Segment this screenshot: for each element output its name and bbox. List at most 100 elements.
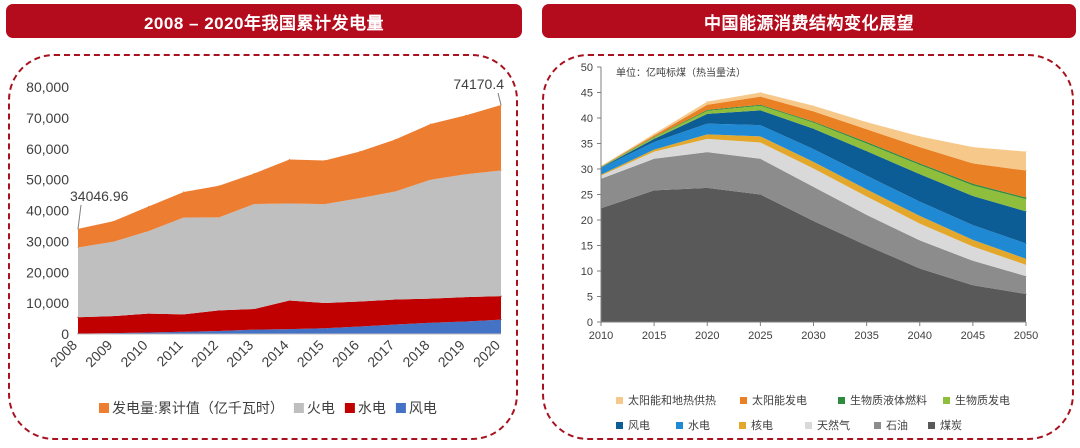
data-point-s3-2009 <box>112 220 114 222</box>
y-tick-label-5: 5 <box>587 292 593 304</box>
x-tick-label-2050: 2050 <box>1014 330 1038 342</box>
legend-label-x: 生物质液体燃料 <box>850 393 927 407</box>
legend-swatch <box>616 422 623 429</box>
y-tick-label-25: 25 <box>581 190 593 202</box>
unit-note: 单位：亿吨标煤（热当量法） <box>616 66 746 79</box>
energy-area-0 <box>601 187 1026 322</box>
energy-area-9 <box>601 92 1026 171</box>
x-tick-label-2014: 2014 <box>258 337 291 370</box>
legend-label-x: 天然气 <box>817 418 850 432</box>
legend-swatch <box>676 422 683 429</box>
y-tick-label: 50,000 <box>26 172 69 188</box>
energy-area-8 <box>601 96 1026 198</box>
legend-label-2: 水电 <box>358 400 386 416</box>
right-panel-frame <box>542 54 1074 440</box>
y-tick-label-40: 40 <box>581 113 593 125</box>
y-tick-label-30: 30 <box>581 164 593 176</box>
x-tick-label-2013: 2013 <box>223 337 256 370</box>
legend-label-x: 风电 <box>628 419 650 432</box>
y-tick-label: 30,000 <box>26 233 69 249</box>
data-point-s3-2018 <box>429 123 432 125</box>
legend-label-3: 风电 <box>409 400 437 416</box>
energy-point-s9-2045 <box>972 146 974 148</box>
x-tick-label-2009: 2009 <box>82 337 115 370</box>
energy-point-s9-2030 <box>813 105 814 107</box>
legend-swatch <box>616 397 623 404</box>
data-point-s3-2019 <box>465 114 467 117</box>
y-tick-label-50: 50 <box>581 62 593 74</box>
power-generation-chart: 0 10,000 20,000 30,000 40,000 50,000 60,000 70,… <box>26 76 504 416</box>
energy-point-s9-2050 <box>1025 151 1027 153</box>
y-tick-label: 20,000 <box>26 264 69 280</box>
right-panel-title: 中国能源消费结构变化展望 <box>542 4 1076 38</box>
left-panel-title: 2008 – 2020年我国累计发电量 <box>6 4 522 38</box>
legend-swatch <box>805 422 812 429</box>
energy-point-s9-2020 <box>706 101 708 103</box>
area-series-1 <box>78 296 501 334</box>
legend-swatch <box>739 422 746 429</box>
data-label-leader <box>497 92 502 106</box>
y-tick-label: 10,000 <box>26 295 69 311</box>
energy-point-s9-2040 <box>919 135 921 137</box>
x-tick-label-2012: 2012 <box>188 337 221 370</box>
legend-label-x: 核电 <box>751 418 773 432</box>
left-panel: 2008 – 2020年我国累计发电量 0 10,000 20,000 30,000 4… <box>0 0 530 448</box>
legend-label-x: 太阳能和地热供热 <box>628 393 716 407</box>
legend-label-0: 发电量:累计值（亿千瓦时） <box>112 400 284 416</box>
energy-area-2 <box>601 138 1026 277</box>
x-tick-label-2030: 2030 <box>801 330 825 342</box>
data-point-s3-2013 <box>253 172 255 175</box>
data-point-s3-2012 <box>218 185 220 187</box>
y-tick-label-15: 15 <box>581 241 593 253</box>
legend-swatch <box>395 403 406 413</box>
legend-swatch <box>943 397 950 404</box>
legend-swatch <box>293 403 304 413</box>
legend-swatch <box>928 422 935 429</box>
area-series-2 <box>78 170 501 318</box>
y-tick-label: 60,000 <box>26 141 69 157</box>
legend-swatch <box>344 403 355 413</box>
energy-area-6 <box>601 105 1026 212</box>
y-tick-label-35: 35 <box>581 139 593 151</box>
data-point-s3-2011 <box>183 191 185 193</box>
x-tick-label-2035: 2035 <box>854 330 878 342</box>
x-tick-label-2020: 2020 <box>470 337 503 370</box>
x-tick-label-2019: 2019 <box>435 337 468 370</box>
y-tick-label: 0 <box>61 326 69 342</box>
x-tick-label-2010: 2010 <box>589 330 613 342</box>
data-point-s3-2014 <box>288 158 291 161</box>
x-tick-label-2025: 2025 <box>748 330 772 342</box>
legend-label-x: 煤炭 <box>940 419 962 432</box>
data-point-s3-2010 <box>147 205 150 208</box>
x-tick-label-2018: 2018 <box>399 337 432 370</box>
legend-label-x: 生物质发电 <box>955 393 1010 407</box>
y-tick-label-0: 0 <box>587 317 593 329</box>
energy-point-s9-2015 <box>653 133 655 135</box>
data-label-leader <box>77 204 82 229</box>
legend-label-x: 石油 <box>886 418 908 432</box>
x-tick-label-2015: 2015 <box>642 330 666 342</box>
area-series-3 <box>78 104 501 248</box>
legend-swatch <box>838 397 845 404</box>
y-tick-label: 40,000 <box>26 203 69 219</box>
legend-label-x: 太阳能发电 <box>752 393 807 407</box>
area-series-0 <box>78 319 501 334</box>
energy-point-s9-2025 <box>759 92 761 93</box>
y-tick-label-20: 20 <box>581 215 593 227</box>
x-tick-label-2010: 2010 <box>117 337 150 370</box>
x-tick-label-2017: 2017 <box>364 337 397 370</box>
legend-label-x: 水电 <box>688 419 710 432</box>
x-tick-label-2008: 2008 <box>47 337 80 370</box>
energy-area-5 <box>601 110 1026 244</box>
energy-area-4 <box>601 123 1026 259</box>
data-point-s3-2015 <box>324 159 326 162</box>
x-tick-label-2015: 2015 <box>294 337 327 370</box>
energy-point-s9-2035 <box>866 121 868 123</box>
y-tick-label: 80,000 <box>26 79 69 95</box>
x-tick-label-2045: 2045 <box>961 330 985 342</box>
legend-swatch <box>874 422 881 429</box>
left-panel-frame <box>8 54 518 440</box>
energy-area-1 <box>601 152 1026 294</box>
y-tick-label-10: 10 <box>581 266 593 278</box>
